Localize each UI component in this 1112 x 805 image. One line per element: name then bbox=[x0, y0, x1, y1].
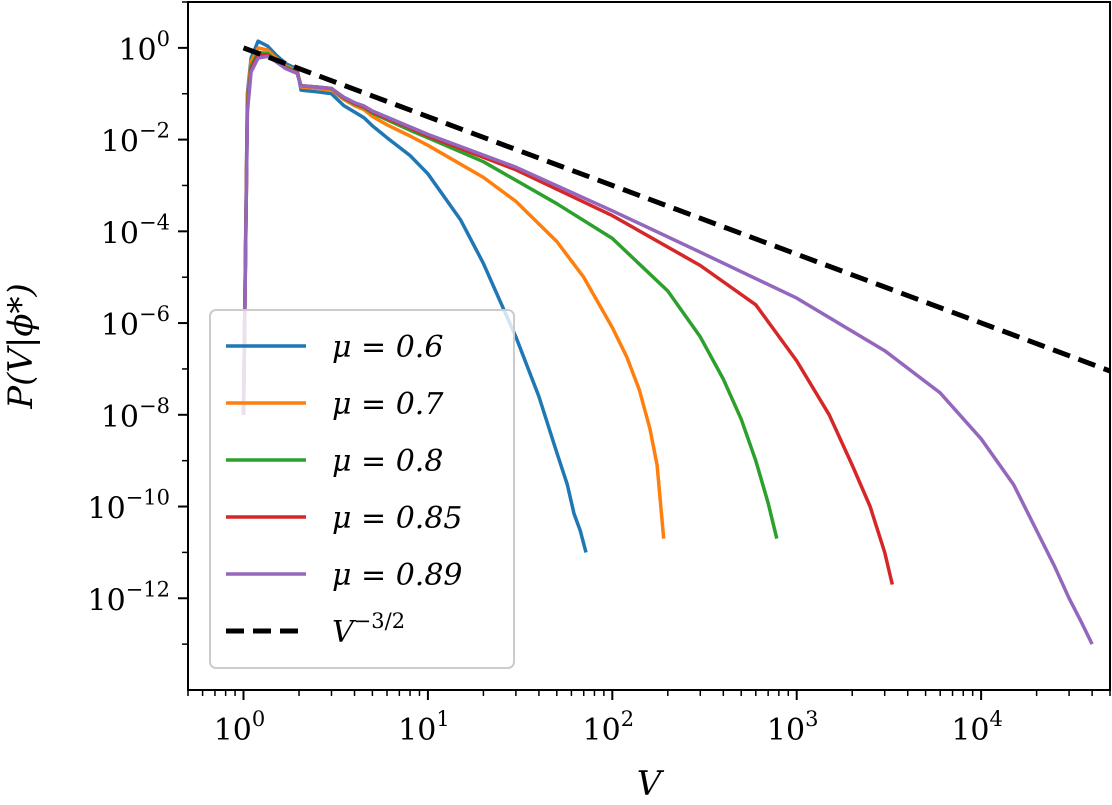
legend-label-1: μ = 0.7 bbox=[332, 387, 444, 422]
ticks-layer: 100 101 102 103 104 100 10−2 10−4 10−6 10−8 10−10 1… bbox=[87, 1, 1111, 748]
plot-frame bbox=[187, 1, 1111, 691]
x-tick-label-2: 102 bbox=[583, 707, 635, 748]
y-tick-label-0: 100 bbox=[118, 27, 170, 68]
legend-label-2: μ = 0.8 bbox=[332, 444, 443, 479]
y-tick-label-6: 10−12 bbox=[87, 577, 170, 618]
x-tick-label-4: 104 bbox=[951, 707, 1003, 748]
y-tick-label-3: 10−6 bbox=[101, 302, 170, 343]
y-tick-label-1: 10−2 bbox=[101, 119, 170, 160]
legend-box bbox=[209, 309, 515, 669]
x-tick-label-3: 103 bbox=[767, 707, 819, 748]
series-line-5 bbox=[242, 45, 1110, 374]
series-line-0 bbox=[241, 39, 588, 553]
y-tick-label-4: 10−8 bbox=[101, 394, 170, 435]
legend-label-4: μ = 0.89 bbox=[332, 558, 463, 593]
legend-label-0: μ = 0.6 bbox=[332, 330, 443, 365]
x-axis-label: V bbox=[637, 764, 665, 804]
x-tick-label-0: 100 bbox=[214, 707, 266, 748]
series-line-1 bbox=[241, 46, 666, 539]
y-tick-label-5: 10−10 bbox=[87, 486, 170, 527]
legend-label-3: μ = 0.85 bbox=[332, 501, 463, 536]
legend-label-5: V−3/2 bbox=[332, 609, 405, 650]
y-tick-label-2: 10−4 bbox=[101, 210, 170, 251]
legend: μ = 0.6 μ = 0.7 μ = 0.8 μ = 0.85 μ = 0.89 V−3… bbox=[209, 309, 515, 669]
y-axis-label: P(V|ϕ*) bbox=[1, 283, 41, 410]
series-layer bbox=[241, 39, 1110, 645]
x-tick-label-1: 101 bbox=[398, 707, 450, 748]
